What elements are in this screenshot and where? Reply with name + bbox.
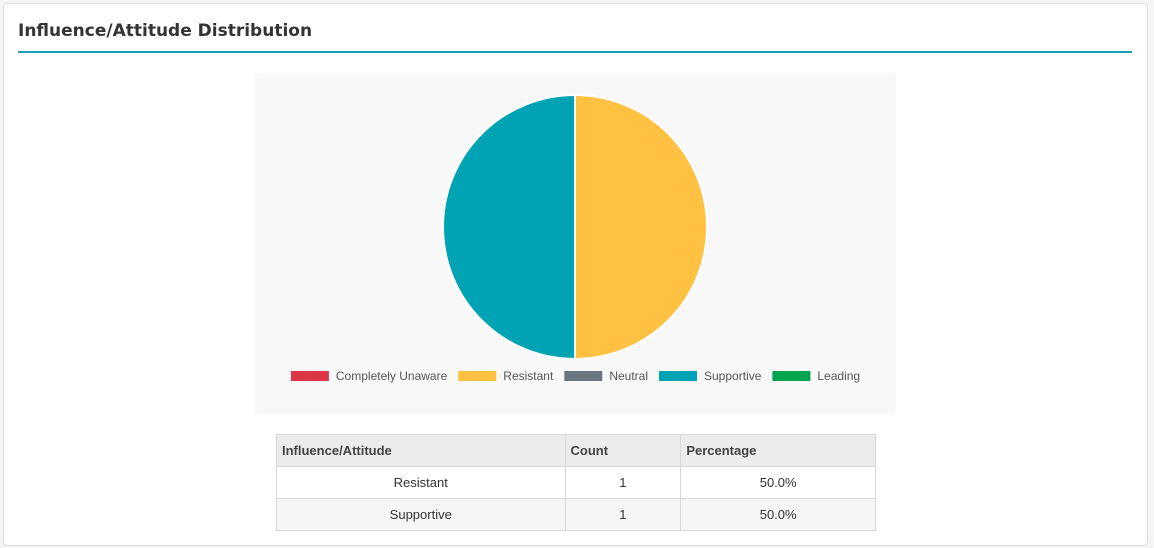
- title-divider: [18, 51, 1132, 53]
- pie-slice-resistant[interactable]: [574, 93, 708, 361]
- cell-percentage: 50.0%: [680, 498, 876, 531]
- cell-attitude: Supportive: [276, 498, 566, 531]
- cell-count: 1: [564, 466, 682, 499]
- legend-item-supportive[interactable]: Supportive: [659, 369, 762, 383]
- pie-slice-supportive[interactable]: [442, 93, 576, 361]
- distribution-table: Influence/Attitude Count Percentage Resi…: [276, 434, 876, 531]
- legend-swatch: [659, 371, 698, 381]
- legend-label: Supportive: [704, 369, 762, 383]
- cell-percentage: 50.0%: [680, 466, 876, 499]
- legend-swatch: [772, 371, 811, 381]
- legend-label: Resistant: [503, 369, 554, 383]
- header-count[interactable]: Count: [564, 434, 682, 467]
- table-row: Resistant 1 50.0%: [276, 466, 876, 499]
- pie-chart-panel: Completely Unaware Resistant Neutral Suppor…: [255, 73, 896, 414]
- legend-label: Completely Unaware: [336, 369, 448, 383]
- card-title: Influence/Attitude Distribution: [18, 21, 313, 41]
- legend-swatch: [564, 371, 603, 381]
- table-row: Supportive 1 50.0%: [276, 498, 876, 531]
- legend-swatch: [458, 371, 497, 381]
- table-header-row: Influence/Attitude Count Percentage: [276, 434, 876, 467]
- legend-label: Neutral: [609, 369, 648, 383]
- legend-swatch: [290, 371, 329, 381]
- legend-label: Leading: [817, 369, 860, 383]
- distribution-card: Influence/Attitude Distribution Complete…: [3, 3, 1148, 546]
- legend-item-neutral[interactable]: Neutral: [564, 369, 648, 383]
- legend-item-resistant[interactable]: Resistant: [458, 369, 554, 383]
- legend-item-leading[interactable]: Leading: [772, 369, 860, 383]
- header-influence-attitude[interactable]: Influence/Attitude: [276, 434, 566, 467]
- pie-slices: [442, 93, 708, 361]
- cell-count: 1: [564, 498, 682, 531]
- cell-attitude: Resistant: [276, 466, 566, 499]
- pie-chart: Completely Unaware Resistant Neutral Suppor…: [290, 93, 860, 383]
- legend-item-completely-unaware[interactable]: Completely Unaware: [290, 369, 448, 383]
- header-percentage[interactable]: Percentage: [680, 434, 876, 467]
- chart-legend: Completely Unaware Resistant Neutral Suppor…: [290, 369, 860, 383]
